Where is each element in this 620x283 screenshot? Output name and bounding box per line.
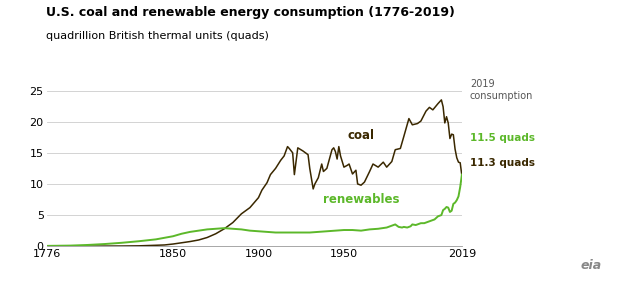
Text: quadrillion British thermal units (quads): quadrillion British thermal units (quads… <box>46 31 269 41</box>
Text: 11.5 quads: 11.5 quads <box>470 133 535 143</box>
Text: 2019
consumption: 2019 consumption <box>470 79 533 101</box>
Text: eia: eia <box>580 259 601 272</box>
Text: renewables: renewables <box>324 193 400 206</box>
Text: 11.3 quads: 11.3 quads <box>470 158 535 168</box>
Text: U.S. coal and renewable energy consumption (1776-2019): U.S. coal and renewable energy consumpti… <box>46 6 455 19</box>
Text: coal: coal <box>347 129 374 142</box>
